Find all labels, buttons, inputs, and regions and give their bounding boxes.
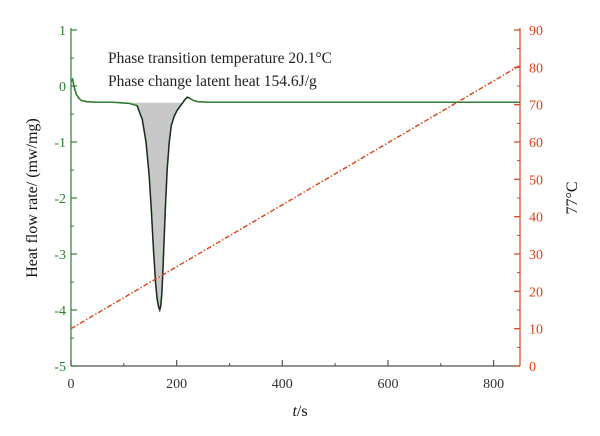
latent-heat-peak-area	[129, 102, 194, 310]
y-left-tick-label: -3	[54, 248, 66, 263]
plot-area	[70, 64, 521, 330]
y-right-tick-label: 20	[529, 285, 543, 300]
x-tick-label: 200	[166, 377, 187, 392]
y-right-tick-label: 60	[529, 136, 543, 151]
x-tick-label: 800	[483, 377, 504, 392]
y-right-tick-label: 40	[529, 211, 543, 226]
y-right-tick-label: 30	[529, 248, 543, 263]
y-left-tick-label: 0	[59, 80, 66, 95]
x-tick-label: 0	[68, 377, 75, 392]
x-tick-label: 400	[272, 377, 293, 392]
y-left-tick-label: 1	[59, 24, 66, 39]
x-tick-label: 600	[377, 377, 398, 392]
annotation-latent-heat: Phase change latent heat 154.6J/g	[108, 73, 317, 90]
y-left-tick-label: -5	[54, 360, 66, 375]
y-right-tick-label: 50	[529, 173, 543, 188]
annotation-transition-temperature: Phase transition temperature 20.1°C	[108, 50, 332, 67]
y-left-tick-label: -2	[54, 192, 66, 207]
y-right-axis-title: 77°C	[564, 181, 581, 214]
y-right-tick-label: 90	[529, 24, 543, 39]
y-right-tick-label: 10	[529, 323, 543, 338]
y-right-tick-label: 80	[529, 61, 543, 76]
y-right-tick-label: 0	[529, 360, 536, 375]
y-left-tick-label: -1	[54, 136, 66, 151]
peak-outline	[136, 96, 191, 313]
x-axis-title-variable: t	[292, 403, 297, 420]
y-left-tick-label: -4	[54, 304, 66, 319]
heat-flow-line	[70, 77, 520, 313]
x-axis-title: t/s	[292, 403, 307, 420]
x-axis-title-unit: /s	[297, 403, 308, 420]
temperature-line	[70, 64, 521, 330]
y-right-tick-label: 70	[529, 99, 543, 114]
y-left-axis-title: Heat flow rate/ (mw/mg)	[24, 118, 41, 278]
